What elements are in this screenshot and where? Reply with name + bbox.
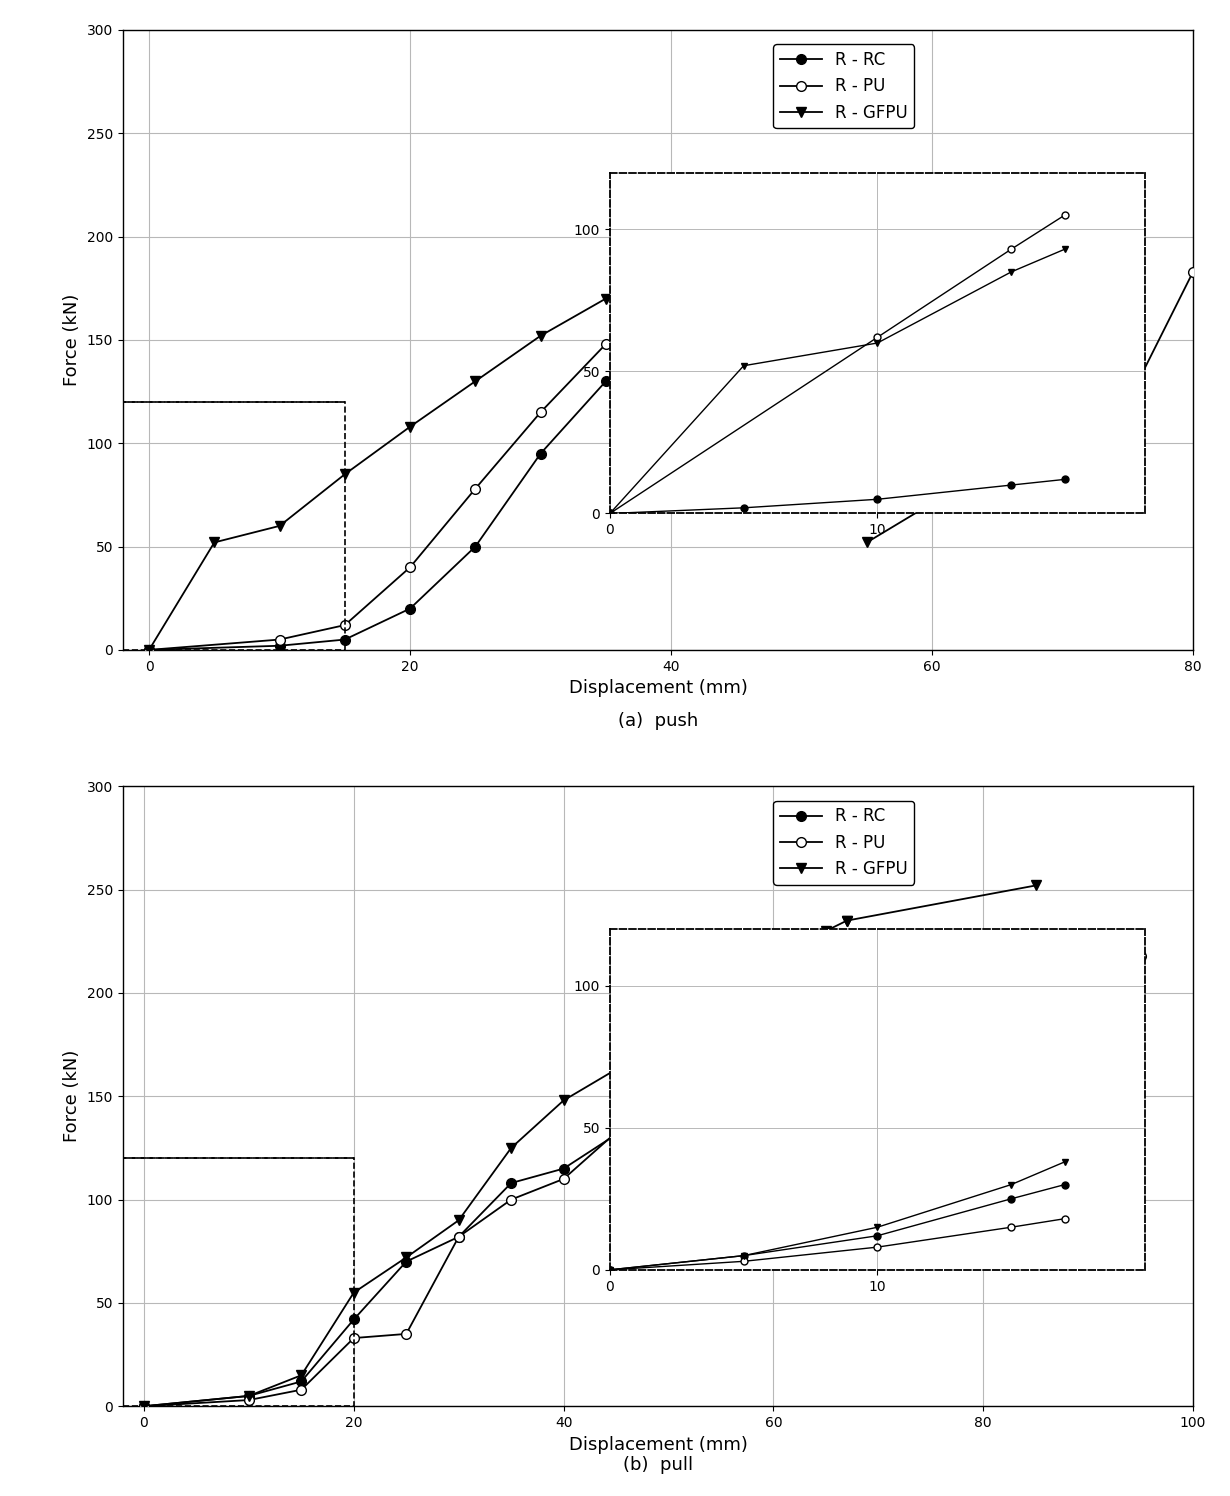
R - PU	[599, 335, 614, 353]
X-axis label: Displacement (mm): Displacement (mm)	[568, 1436, 748, 1454]
R - GFPU	[241, 1387, 256, 1405]
R - GFPU	[402, 417, 417, 435]
R - RC	[664, 310, 679, 328]
R - GFPU	[840, 911, 855, 929]
R - GFPU	[399, 1249, 413, 1267]
R - PU	[716, 206, 731, 224]
R - PU	[664, 293, 679, 311]
R - RC	[241, 1387, 256, 1405]
R - PU	[137, 1397, 151, 1415]
R - PU	[504, 1191, 519, 1209]
R - RC	[534, 444, 549, 462]
R - PU	[402, 558, 417, 576]
R - PU	[467, 480, 482, 498]
R - PU	[534, 404, 549, 422]
Legend: R - RC, R - PU, R - GFPU: R - RC, R - PU, R - GFPU	[774, 45, 914, 129]
Line: R - GFPU: R - GFPU	[139, 916, 851, 1411]
R - RC	[347, 1310, 362, 1328]
R - GFPU	[599, 290, 614, 308]
R - RC	[599, 373, 614, 390]
R - RC	[504, 1174, 519, 1192]
R - PU	[272, 631, 287, 649]
X-axis label: Displacement (mm): Displacement (mm)	[568, 679, 748, 697]
R - PU	[766, 1022, 781, 1040]
Text: (a)  push: (a) push	[617, 712, 699, 730]
Line: R - PU: R - PU	[139, 987, 851, 1411]
R - PU	[840, 984, 855, 1002]
R - GFPU	[766, 959, 781, 977]
R - RC	[337, 631, 352, 649]
R - GFPU	[556, 1092, 571, 1110]
R - RC	[137, 1397, 151, 1415]
R - RC	[662, 1092, 676, 1110]
R - GFPU	[272, 518, 287, 536]
R - RC	[766, 1014, 781, 1032]
R - GFPU	[716, 217, 731, 235]
R - PU	[451, 1228, 466, 1246]
R - GFPU	[467, 373, 482, 390]
R - RC	[840, 953, 855, 971]
R - GFPU	[662, 1029, 676, 1047]
R - RC	[467, 537, 482, 555]
R - PU	[141, 640, 156, 658]
Y-axis label: Force (kN): Force (kN)	[64, 1050, 81, 1143]
Line: R - RC: R - RC	[144, 266, 728, 655]
R - GFPU	[347, 1284, 362, 1302]
Y-axis label: Force (kN): Force (kN)	[64, 293, 81, 386]
R - RC	[716, 263, 731, 281]
R - RC	[451, 1228, 466, 1246]
R - PU	[556, 1170, 571, 1188]
R - RC	[272, 637, 287, 655]
R - GFPU	[534, 326, 549, 344]
R - RC	[399, 1252, 413, 1270]
R - GFPU	[137, 1397, 151, 1415]
R - PU	[337, 616, 352, 634]
R - PU	[662, 1077, 676, 1095]
R - RC	[294, 1372, 309, 1390]
Text: (b)  pull: (b) pull	[622, 1456, 694, 1474]
R - GFPU	[207, 534, 221, 552]
R - GFPU	[818, 922, 833, 939]
R - RC	[402, 600, 417, 618]
R - GFPU	[664, 253, 679, 271]
R - GFPU	[141, 640, 156, 658]
R - RC	[818, 984, 833, 1002]
Legend: R - RC, R - PU, R - GFPU: R - RC, R - PU, R - GFPU	[774, 800, 914, 884]
R - PU	[399, 1325, 413, 1343]
R - GFPU	[337, 465, 352, 483]
Line: R - GFPU: R - GFPU	[144, 221, 728, 655]
R - RC	[556, 1159, 571, 1177]
R - PU	[294, 1381, 309, 1399]
R - GFPU	[294, 1366, 309, 1384]
R - GFPU	[504, 1138, 519, 1156]
R - PU	[818, 1014, 833, 1032]
R - PU	[241, 1391, 256, 1409]
Line: R - PU: R - PU	[144, 211, 728, 655]
Line: R - RC: R - RC	[139, 957, 851, 1411]
R - RC	[141, 640, 156, 658]
R - PU	[347, 1328, 362, 1346]
R - GFPU	[451, 1212, 466, 1230]
